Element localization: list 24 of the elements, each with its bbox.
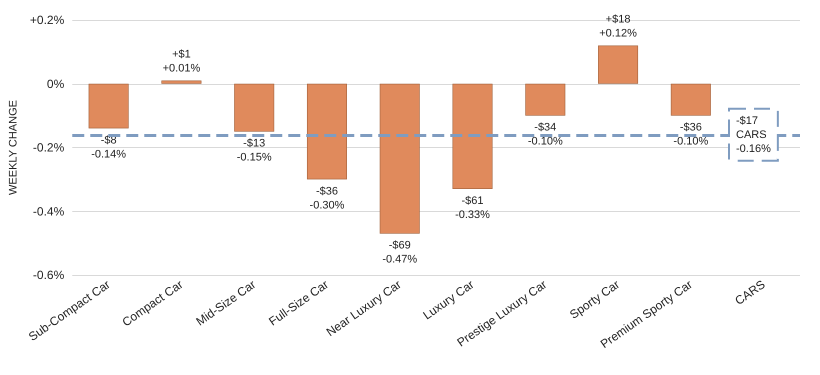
data-label: -$36 -0.10% (673, 122, 708, 148)
data-label: +$1 +0.01% (162, 48, 200, 75)
y-tick-label: -0.2% (32, 140, 65, 154)
y-tick-label: -0.6% (32, 268, 65, 282)
bar (306, 84, 347, 180)
data-label: -$61 -0.33% (455, 194, 490, 221)
y-tick-label: -0.4% (32, 204, 65, 218)
bar (525, 84, 566, 116)
bar (161, 80, 202, 84)
data-label: -$13 -0.15% (236, 138, 272, 164)
y-axis-title: WEEKLY CHANGE (8, 100, 20, 195)
data-label: -$34 -0.10% (528, 122, 563, 148)
y-tick-label: +0.2% (30, 13, 65, 27)
bar (380, 84, 420, 234)
bar (452, 84, 493, 189)
bar (234, 84, 274, 132)
bar (88, 84, 129, 128)
ref-line-label: -$17 CARS -0.16% (736, 114, 772, 155)
y-tick-label: 0% (46, 76, 65, 91)
data-label: +$18 +0.12% (599, 14, 638, 40)
bar (598, 46, 638, 84)
bar (670, 84, 711, 116)
data-label: -$36 -0.30% (310, 185, 345, 212)
data-label: -$69 -0.47% (382, 240, 418, 266)
